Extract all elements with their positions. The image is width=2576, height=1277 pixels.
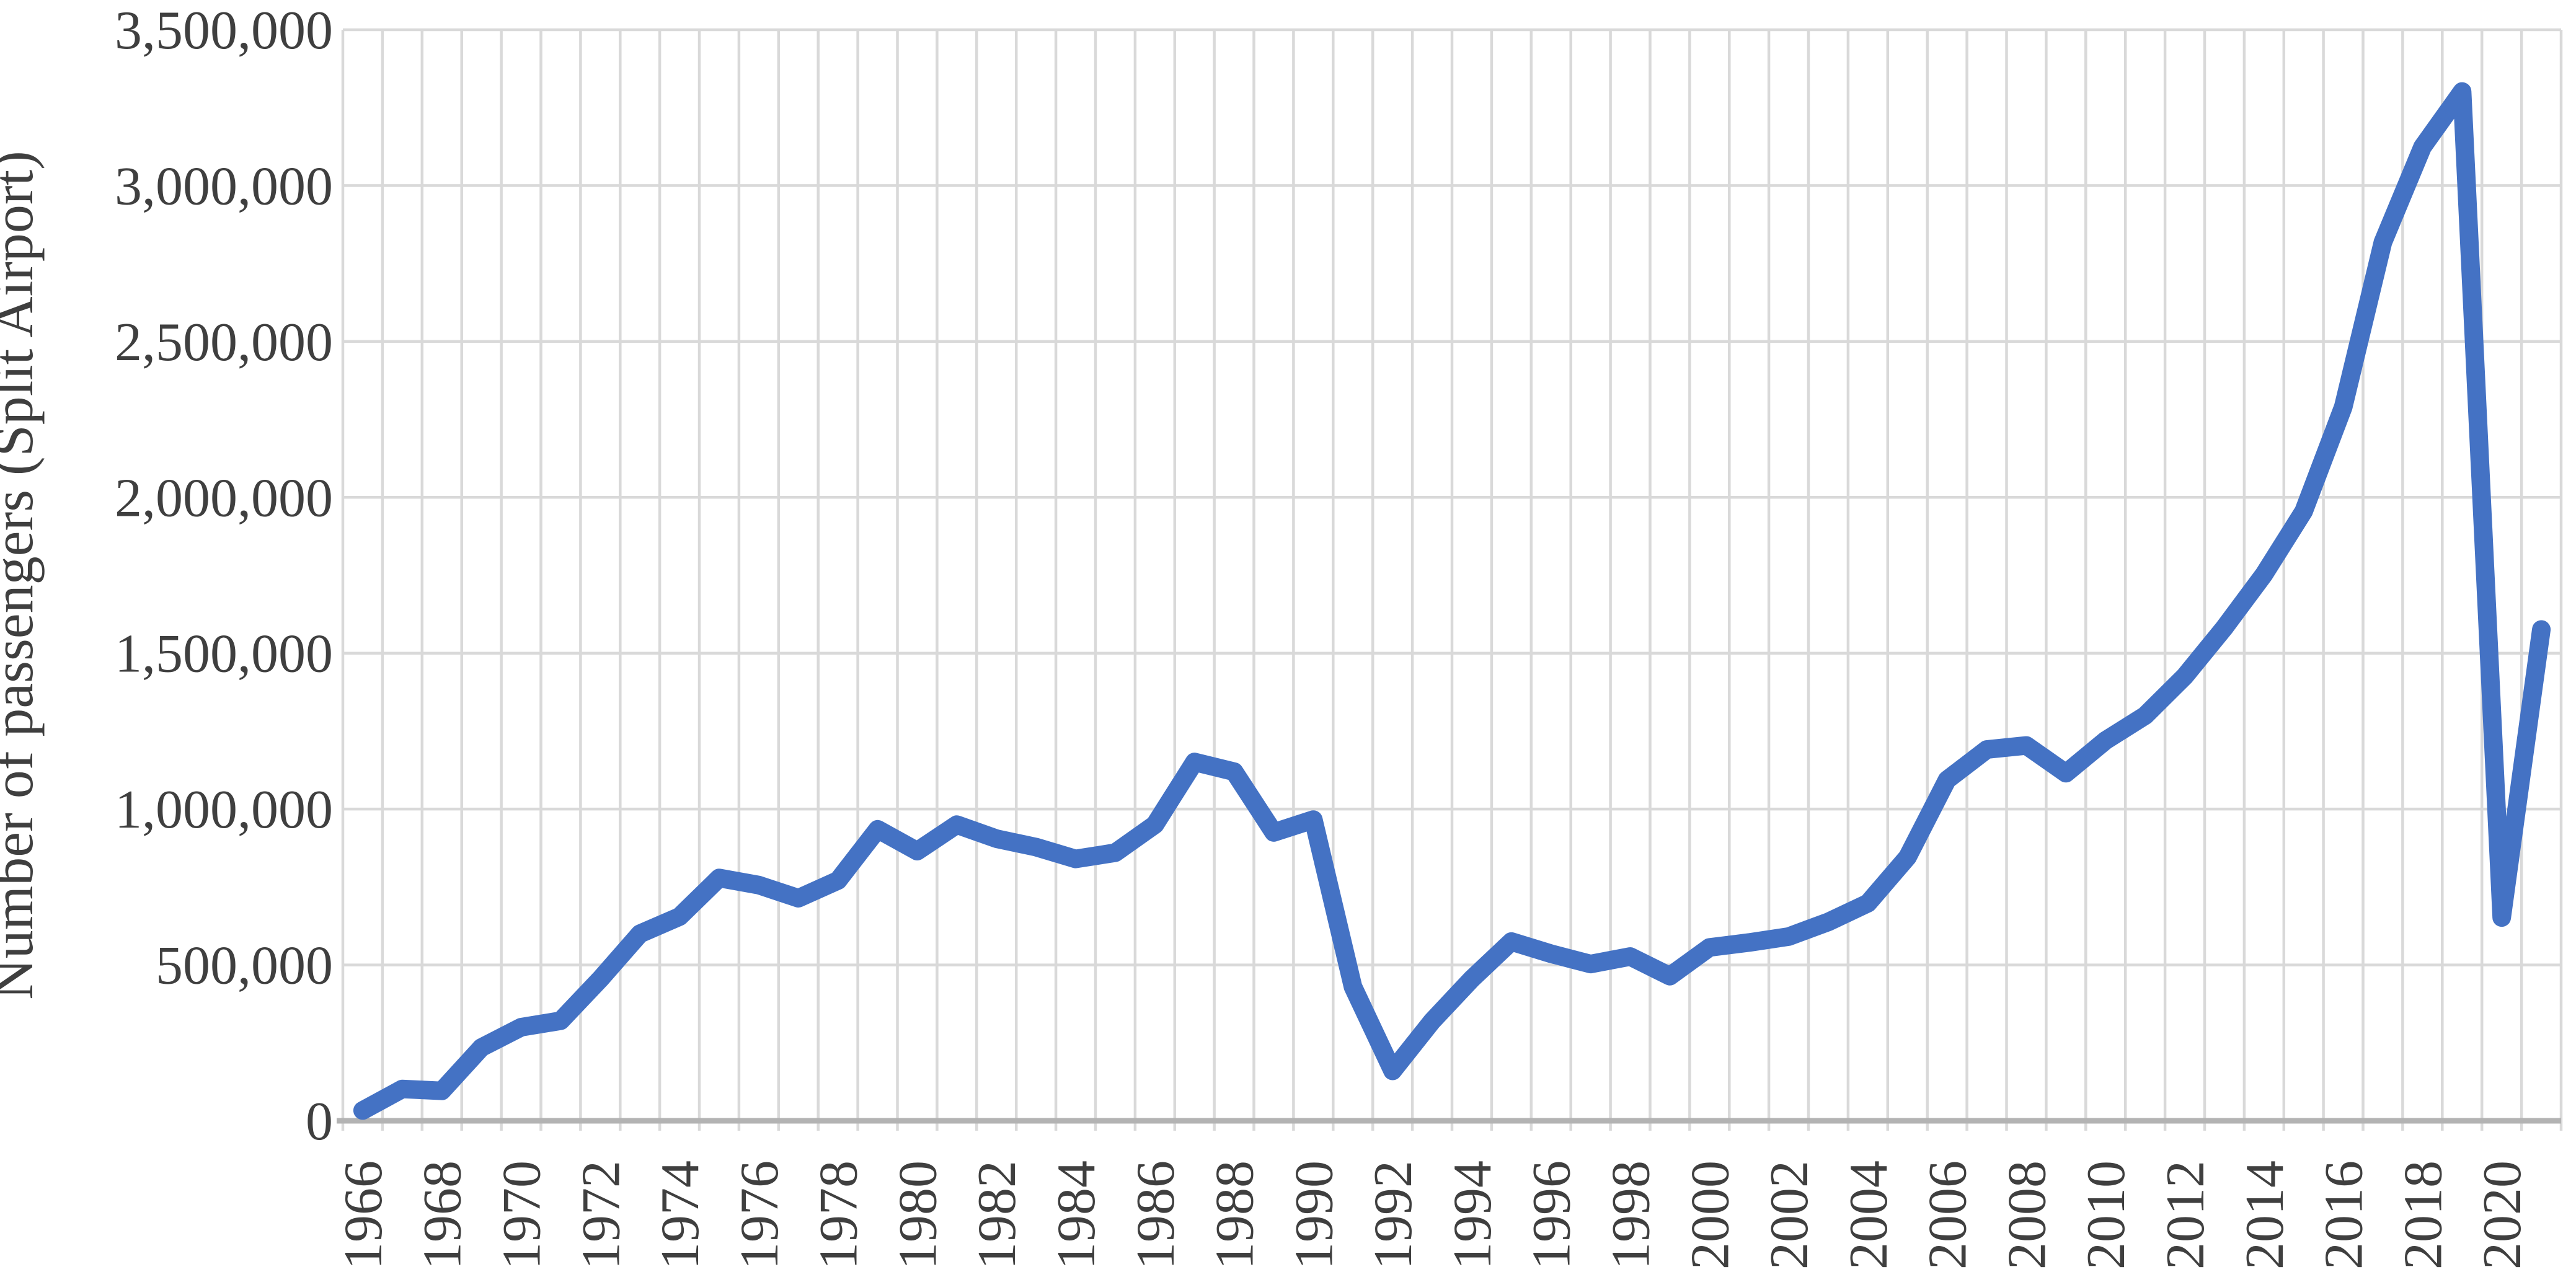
x-tick-label: 2016 xyxy=(2314,1160,2375,1270)
x-tick-label: 1978 xyxy=(809,1160,869,1270)
horizontal-gridlines xyxy=(343,28,2561,966)
y-tick-label: 2,000,000 xyxy=(115,468,333,528)
x-tick-label: 1970 xyxy=(492,1160,552,1270)
x-tick-label: 1990 xyxy=(1284,1160,1344,1270)
y-tick-label: 500,000 xyxy=(156,936,333,996)
x-tick-label: 1972 xyxy=(571,1160,631,1270)
x-tick-label: 1968 xyxy=(413,1160,473,1270)
x-tick-label: 2008 xyxy=(1997,1160,2057,1270)
x-tick-label: 1996 xyxy=(1522,1160,1582,1270)
x-tick-label: 2010 xyxy=(2076,1160,2136,1270)
x-axis-tick-labels: 1966 1968 1970 1972 1974 1976 1978 1980 1982 1984… xyxy=(334,1160,2533,1270)
y-tick-label: 1,000,000 xyxy=(115,780,333,840)
vertical-gridlines xyxy=(341,30,2563,1121)
x-tick-label: 2018 xyxy=(2393,1160,2453,1270)
x-tick-label: 1988 xyxy=(1205,1160,1265,1270)
x-tick-label: 1974 xyxy=(650,1160,710,1270)
passengers-line-series xyxy=(353,82,2551,1120)
x-tick-label: 1986 xyxy=(1126,1160,1186,1270)
x-tick-label: 1966 xyxy=(334,1160,394,1270)
x-tick-label: 1994 xyxy=(1443,1160,1503,1270)
x-tick-label: 2004 xyxy=(1839,1160,1899,1270)
x-tick-label: 1998 xyxy=(1601,1160,1662,1270)
x-tick-label: 2012 xyxy=(2156,1160,2216,1270)
x-tick-label: 1980 xyxy=(888,1160,948,1270)
x-tick-label: 1976 xyxy=(730,1160,790,1270)
y-tick-label: 1,500,000 xyxy=(115,624,333,684)
data-line xyxy=(353,82,2551,1120)
y-tick-label: 2,500,000 xyxy=(115,312,333,373)
y-tick-label: 0 xyxy=(306,1092,333,1152)
y-tick-label: 3,000,000 xyxy=(115,156,333,216)
x-tick-label: 1984 xyxy=(1047,1160,1107,1270)
y-axis-title: Number of passengers (Split Airport) xyxy=(0,151,45,1000)
x-tick-label: 1992 xyxy=(1363,1160,1423,1270)
x-tick-label: 2006 xyxy=(1918,1160,1978,1270)
x-tick-label: 1982 xyxy=(967,1160,1027,1270)
y-tick-label: 3,500,000 xyxy=(115,1,333,61)
x-tick-label: 2000 xyxy=(1680,1160,1740,1270)
x-tick-label: 2014 xyxy=(2235,1160,2295,1270)
y-axis-tick-labels: 0 500,000 1,000,000 1,500,000 2,000,000 2,500… xyxy=(115,1,333,1152)
x-tick-label: 2002 xyxy=(1759,1160,1820,1270)
x-tick-label: 2020 xyxy=(2472,1160,2533,1270)
